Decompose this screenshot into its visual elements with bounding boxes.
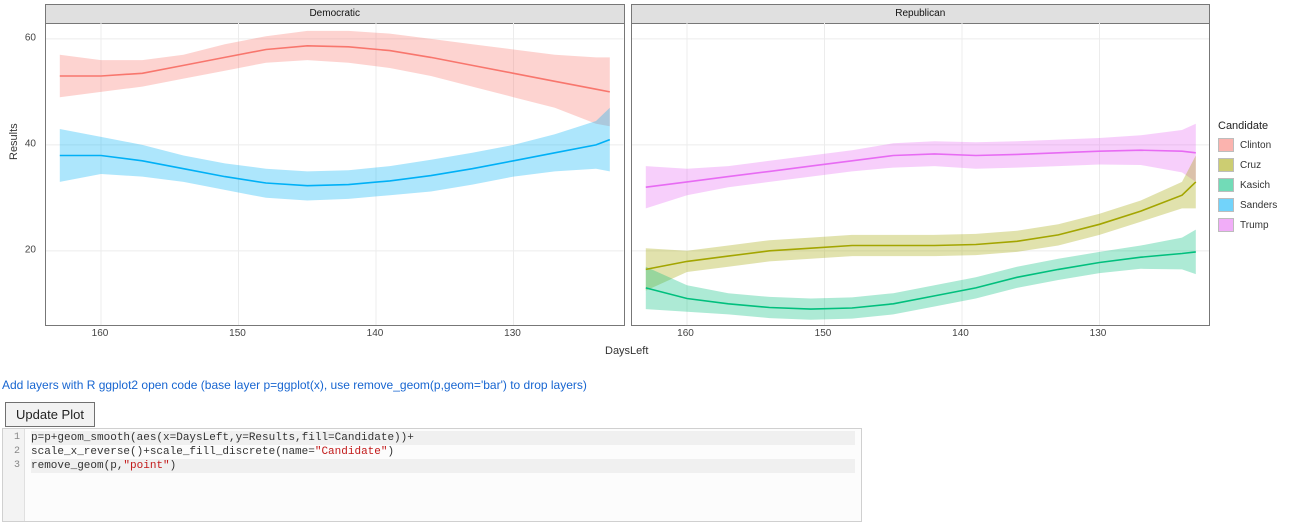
update-plot-button[interactable]: Update Plot	[5, 402, 95, 427]
y-axis-ticks: 20 40 60	[0, 22, 40, 324]
chart-area: Results DaysLeft 204060 DemocraticRepubl…	[0, 0, 1310, 366]
legend-label: Cruz	[1240, 160, 1261, 171]
y-tick: 60	[25, 32, 36, 43]
x-tick: 150	[815, 328, 832, 339]
x-tick: 160	[92, 328, 109, 339]
legend-item: Sanders	[1218, 198, 1277, 212]
legend-swatch	[1218, 158, 1234, 172]
chart-panel: Democratic	[45, 4, 625, 326]
legend-label: Trump	[1240, 220, 1269, 231]
x-axis-label: DaysLeft	[605, 345, 648, 357]
x-tick: 150	[229, 328, 246, 339]
code-line[interactable]: scale_x_reverse()+scale_fill_discrete(na…	[31, 445, 855, 459]
instructions-text: Add layers with R ggplot2 open code (bas…	[2, 378, 587, 392]
legend-swatch	[1218, 198, 1234, 212]
legend-item: Clinton	[1218, 138, 1277, 152]
x-tick: 140	[367, 328, 384, 339]
plot-region	[46, 23, 624, 325]
legend-swatch	[1218, 138, 1234, 152]
x-tick: 130	[1090, 328, 1107, 339]
legend-label: Sanders	[1240, 200, 1277, 211]
legend-item: Kasich	[1218, 178, 1277, 192]
legend-swatch	[1218, 178, 1234, 192]
x-axis-ticks: 160 150 140 130 160 150 140 130	[45, 326, 1210, 344]
legend-label: Clinton	[1240, 140, 1271, 151]
facet-strip: Republican	[632, 5, 1210, 24]
code-line[interactable]: remove_geom(p,"point")	[31, 459, 855, 473]
y-tick: 20	[25, 244, 36, 255]
y-tick: 40	[25, 138, 36, 149]
code-lines[interactable]: p=p+geom_smooth(aes(x=DaysLeft,y=Results…	[25, 429, 861, 521]
chart-panel: Republican	[631, 4, 1211, 326]
code-line[interactable]: p=p+geom_smooth(aes(x=DaysLeft,y=Results…	[31, 431, 855, 445]
legend-item: Trump	[1218, 218, 1277, 232]
x-tick: 130	[504, 328, 521, 339]
code-editor[interactable]: 123 p=p+geom_smooth(aes(x=DaysLeft,y=Res…	[2, 428, 862, 522]
x-tick: 140	[952, 328, 969, 339]
legend-title: Candidate	[1218, 120, 1277, 132]
legend-label: Kasich	[1240, 180, 1270, 191]
plot-region	[632, 23, 1210, 325]
legend-swatch	[1218, 218, 1234, 232]
chart-panels: Democratic Republican	[45, 4, 1210, 326]
legend: Candidate Clinton Cruz Kasich Sanders Trump	[1218, 120, 1277, 238]
code-gutter: 123	[3, 429, 25, 521]
x-tick: 160	[677, 328, 694, 339]
legend-item: Cruz	[1218, 158, 1277, 172]
facet-strip: Democratic	[46, 5, 624, 24]
